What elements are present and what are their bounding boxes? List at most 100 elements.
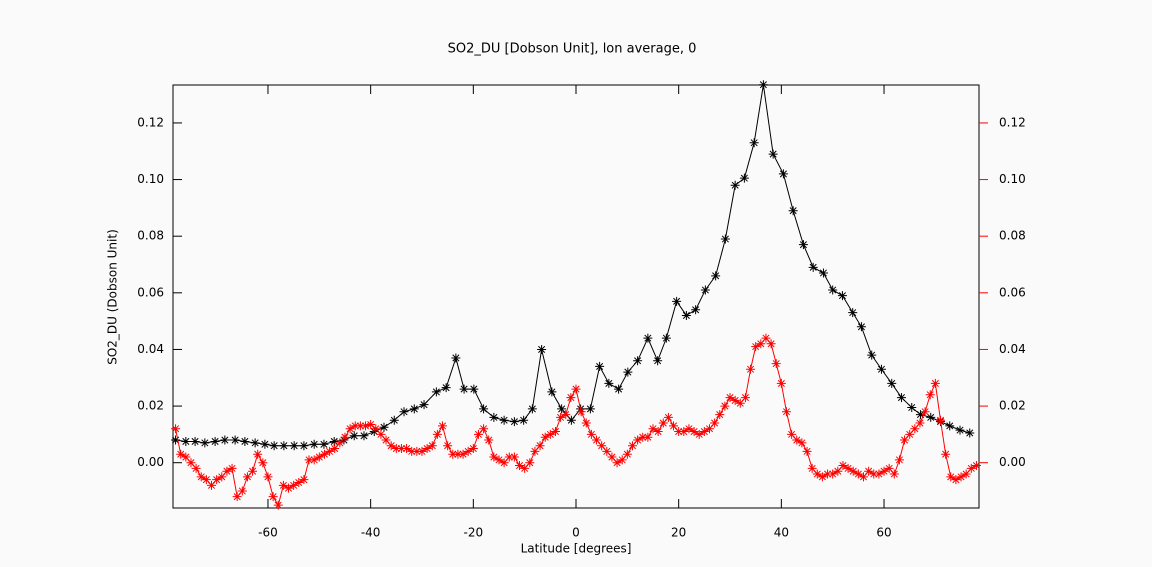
point-marker (633, 435, 643, 445)
y2-tick-label: 0.06 (999, 285, 1026, 299)
point-marker (887, 378, 897, 388)
point-marker (220, 435, 230, 445)
point-marker (509, 417, 519, 427)
point-marker (469, 384, 479, 394)
point-marker (409, 404, 419, 414)
y2-tick-label: 0.10 (999, 172, 1026, 186)
point-marker (232, 492, 242, 502)
point-marker (612, 458, 622, 468)
point-marker (653, 427, 663, 437)
point-marker (200, 438, 210, 448)
point-marker (441, 383, 451, 393)
point-marker (479, 404, 489, 414)
x-tick-label: -20 (464, 526, 484, 540)
point-marker (171, 424, 181, 434)
point-marker (260, 439, 270, 449)
point-marker (853, 469, 863, 479)
point-marker (812, 469, 822, 479)
point-marker (833, 466, 843, 476)
point-marker (797, 438, 807, 448)
point-marker (607, 452, 617, 462)
y2-tick-label: 0.00 (999, 455, 1026, 469)
chart-title: SO2_DU [Dobson Unit], lon average, 0 (448, 42, 697, 57)
point-marker (253, 449, 263, 459)
point-marker (585, 404, 595, 414)
point-marker (330, 444, 340, 454)
point-marker (289, 441, 299, 451)
point-marker (604, 378, 614, 388)
point-marker (756, 339, 766, 349)
point-marker (381, 435, 391, 445)
point-marker (715, 410, 725, 420)
point-marker (242, 472, 252, 482)
point-marker (679, 427, 689, 437)
point-marker (720, 234, 730, 244)
point-marker (443, 441, 453, 451)
point-marker (438, 421, 448, 431)
y2-tick-label: 0.04 (999, 342, 1026, 356)
point-marker (319, 449, 329, 459)
point-marker (807, 463, 817, 473)
point-marker (823, 469, 833, 479)
point-marker (633, 356, 643, 366)
point-marker (889, 469, 899, 479)
point-marker (389, 415, 399, 425)
y-tick-label: 0.10 (137, 172, 164, 186)
y2-tick-label: 0.08 (999, 229, 1026, 243)
point-marker (473, 429, 483, 439)
point-marker (499, 415, 509, 425)
point-marker (915, 418, 925, 428)
point-marker (798, 240, 808, 250)
point-marker (581, 418, 591, 428)
point-marker (304, 455, 314, 465)
point-marker (966, 463, 976, 473)
point-marker (459, 384, 469, 394)
y-tick-label: 0.02 (137, 399, 164, 413)
point-marker (207, 480, 217, 490)
point-marker (329, 436, 339, 446)
point-marker (681, 310, 691, 320)
point-marker (419, 400, 429, 410)
x-tick-label: 0 (572, 526, 580, 540)
point-marker (684, 424, 694, 434)
point-marker (263, 472, 273, 482)
point-marker (227, 463, 237, 473)
point-marker (309, 455, 319, 465)
point-marker (319, 439, 329, 449)
point-marker (176, 449, 186, 459)
point-marker (268, 492, 278, 502)
y-tick-label: 0.00 (137, 455, 164, 469)
point-marker (258, 458, 268, 468)
point-marker (248, 466, 258, 476)
point-marker (672, 296, 682, 306)
point-marker (955, 425, 965, 435)
point-marker (781, 407, 791, 417)
point-marker (739, 173, 749, 183)
point-marker (417, 446, 427, 456)
point-marker (196, 472, 206, 482)
y-axis-label: SO2_DU (Dobson Unit) (106, 229, 120, 365)
point-marker (961, 469, 971, 479)
point-marker (576, 407, 586, 417)
point-marker (412, 446, 422, 456)
point-marker (648, 424, 658, 434)
point-marker (788, 206, 798, 216)
point-marker (699, 427, 709, 437)
point-marker (515, 461, 525, 471)
point-marker (838, 461, 848, 471)
point-marker (557, 404, 567, 414)
point-marker (402, 444, 412, 454)
point-marker (345, 424, 355, 434)
point-marker (340, 432, 350, 442)
y2-tick-label: 0.02 (999, 399, 1026, 413)
point-marker (391, 444, 401, 454)
point-marker (335, 438, 345, 448)
point-marker (907, 402, 917, 412)
point-marker (520, 463, 530, 473)
point-marker (749, 138, 759, 148)
point-marker (237, 486, 247, 496)
point-marker (926, 412, 936, 422)
point-marker (874, 469, 884, 479)
point-marker (396, 444, 406, 454)
point-marker (273, 500, 283, 510)
